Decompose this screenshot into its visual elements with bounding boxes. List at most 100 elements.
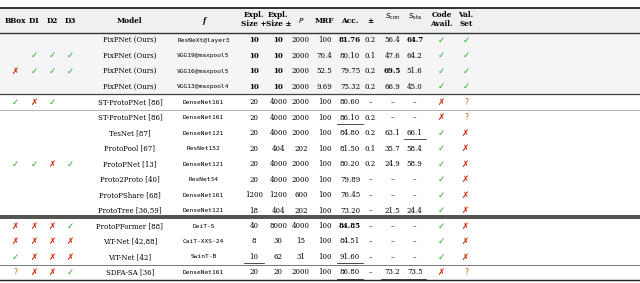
Text: ✓: ✓ <box>438 252 445 261</box>
Text: ✓: ✓ <box>12 98 19 107</box>
Text: 100: 100 <box>317 253 332 261</box>
Text: 2000: 2000 <box>292 114 310 122</box>
Text: 404: 404 <box>271 145 285 153</box>
Text: PixPNet (Ours): PixPNet (Ours) <box>103 36 157 44</box>
Text: DenseNet121: DenseNet121 <box>183 162 224 167</box>
Text: 10: 10 <box>273 36 284 44</box>
Text: ProtoPool [67]: ProtoPool [67] <box>104 145 156 153</box>
Text: ✓: ✓ <box>462 82 470 91</box>
Text: 100: 100 <box>317 207 332 215</box>
Text: 4000: 4000 <box>269 175 287 184</box>
Text: DenseNet161: DenseNet161 <box>183 270 224 275</box>
Text: Expl.: Expl. <box>244 11 264 20</box>
Text: ✓: ✓ <box>67 67 74 76</box>
Text: 84.80: 84.80 <box>340 129 360 137</box>
Text: 100: 100 <box>317 237 332 245</box>
Text: DenseNet161: DenseNet161 <box>183 115 224 120</box>
Text: –: – <box>390 98 394 106</box>
Text: 81.76: 81.76 <box>339 36 361 44</box>
Text: SDFA-SA [36]: SDFA-SA [36] <box>106 269 154 276</box>
Text: ✗: ✗ <box>49 268 56 277</box>
Text: ✓: ✓ <box>67 51 74 60</box>
Text: ProtoTree [36,59]: ProtoTree [36,59] <box>98 207 162 215</box>
Text: 51.6: 51.6 <box>407 67 422 75</box>
Text: 47.6: 47.6 <box>385 52 400 60</box>
Text: ResNet152: ResNet152 <box>187 146 220 151</box>
Text: 2000: 2000 <box>292 175 310 184</box>
Text: –: – <box>369 253 372 261</box>
Text: DenseNet161: DenseNet161 <box>183 100 224 105</box>
Text: ✓: ✓ <box>438 175 445 184</box>
Text: ✓: ✓ <box>438 51 445 60</box>
Text: 20: 20 <box>250 160 259 168</box>
Text: ✗: ✗ <box>12 237 19 246</box>
Text: 202: 202 <box>294 145 308 153</box>
Text: 0.2: 0.2 <box>365 129 376 137</box>
Text: ✓: ✓ <box>462 36 470 45</box>
Text: 100: 100 <box>317 222 332 230</box>
Text: 62: 62 <box>274 253 283 261</box>
Text: 0.1: 0.1 <box>365 145 376 153</box>
Text: 15: 15 <box>296 237 305 245</box>
Text: 24.4: 24.4 <box>407 207 422 215</box>
Text: SwinT-B: SwinT-B <box>190 254 217 260</box>
Text: –: – <box>413 114 417 122</box>
Text: ✓: ✓ <box>438 190 445 200</box>
Text: ✗: ✗ <box>438 268 445 277</box>
Text: ✓: ✓ <box>438 82 445 91</box>
Text: DenseNet121: DenseNet121 <box>183 208 224 213</box>
Text: ✓: ✓ <box>438 67 445 76</box>
Text: 2000: 2000 <box>292 269 310 276</box>
Text: –: – <box>413 253 417 261</box>
Text: ST-ProtoPNet [86]: ST-ProtoPNet [86] <box>97 98 163 106</box>
Text: 20: 20 <box>250 269 259 276</box>
Text: 1200: 1200 <box>245 191 263 199</box>
Text: 63.1: 63.1 <box>385 129 400 137</box>
Text: ✗: ✗ <box>49 252 56 261</box>
Text: 0.1: 0.1 <box>365 52 376 60</box>
Text: 20: 20 <box>250 98 259 106</box>
Text: –: – <box>369 207 372 215</box>
Text: ViT-Net [42,88]: ViT-Net [42,88] <box>103 237 157 245</box>
Text: 70.4: 70.4 <box>317 52 332 60</box>
Text: 10: 10 <box>249 83 259 91</box>
Text: –: – <box>390 237 394 245</box>
Text: 1200: 1200 <box>269 191 287 199</box>
Text: ✗: ✗ <box>67 237 74 246</box>
Text: 69.5: 69.5 <box>384 67 401 75</box>
Text: Set: Set <box>460 20 472 28</box>
Text: ✗: ✗ <box>49 160 56 169</box>
Text: 100: 100 <box>317 175 332 184</box>
Text: 84.51: 84.51 <box>340 237 360 245</box>
Text: D1: D1 <box>29 16 40 25</box>
Text: ✗: ✗ <box>462 175 470 184</box>
Text: 10: 10 <box>273 52 284 60</box>
Text: 10: 10 <box>273 67 284 75</box>
Text: ProtoPNet [13]: ProtoPNet [13] <box>103 160 157 168</box>
Text: D2: D2 <box>47 16 58 25</box>
Text: 86.80: 86.80 <box>340 269 360 276</box>
Text: ✗: ✗ <box>438 113 445 122</box>
Text: –: – <box>369 191 372 199</box>
Text: 10: 10 <box>249 36 259 44</box>
Text: 52.5: 52.5 <box>317 67 332 75</box>
Text: 58.4: 58.4 <box>407 145 422 153</box>
Text: ✗: ✗ <box>31 222 38 230</box>
Text: 79.89: 79.89 <box>340 175 360 184</box>
Text: Model: Model <box>117 16 143 25</box>
Text: ✓: ✓ <box>67 222 74 230</box>
Text: 80.60: 80.60 <box>340 98 360 106</box>
Text: ✗: ✗ <box>462 206 470 215</box>
Text: ✓: ✓ <box>49 51 56 60</box>
Text: ✓: ✓ <box>438 36 445 45</box>
Text: 2000: 2000 <box>292 160 310 168</box>
Text: 73.5: 73.5 <box>407 269 422 276</box>
Text: 20: 20 <box>274 269 283 276</box>
Text: ✓: ✓ <box>31 160 38 169</box>
Text: –: – <box>413 191 417 199</box>
Text: 2000: 2000 <box>292 52 310 60</box>
Text: 66.9: 66.9 <box>385 83 400 91</box>
Text: PixPNet (Ours): PixPNet (Ours) <box>103 67 157 75</box>
Text: ✗: ✗ <box>462 190 470 200</box>
Text: 73.2: 73.2 <box>385 269 400 276</box>
